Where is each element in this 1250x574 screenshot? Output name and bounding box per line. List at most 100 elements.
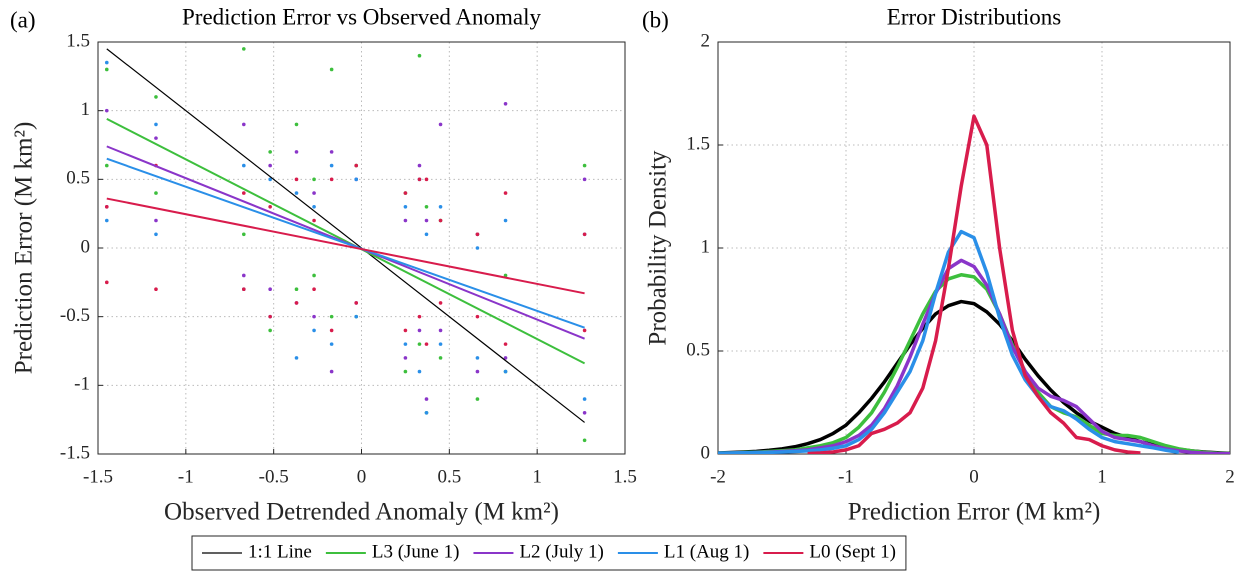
- scatter-point: [582, 397, 587, 401]
- x-tick-label: -0.5: [259, 466, 289, 487]
- x-tick-label: 0.5: [437, 466, 461, 487]
- legend-label: L3 (June 1): [372, 541, 460, 562]
- scatter-point: [503, 218, 508, 223]
- scatter-point: [242, 191, 246, 195]
- scatter-point: [242, 232, 246, 237]
- scatter-point: [268, 314, 272, 319]
- scatter-point: [417, 314, 422, 319]
- scatter-point: [403, 205, 408, 209]
- scatter-point: [424, 342, 429, 346]
- scatter-point: [329, 150, 334, 154]
- scatter-point: [242, 47, 246, 51]
- legend-box: [191, 535, 907, 571]
- scatter-point: [424, 177, 429, 182]
- scatter-point: [438, 356, 443, 360]
- scatter-point: [104, 205, 109, 209]
- scatter-point: [438, 122, 443, 127]
- density-curve: [807, 114, 1141, 454]
- x-axis-label: Prediction Error (M km²): [848, 499, 1101, 526]
- axes-box: [717, 41, 1231, 455]
- scatter-point: [329, 163, 334, 168]
- scatter-point: [154, 232, 158, 237]
- scatter-point: [503, 369, 508, 374]
- scatter-point: [475, 397, 480, 401]
- scatter-point: [329, 342, 334, 346]
- legend-label: L2 (July 1): [519, 541, 603, 562]
- scatter-point: [268, 328, 272, 333]
- scatter-point: [104, 280, 109, 285]
- scatter-point: [417, 369, 422, 374]
- scatter-point: [403, 328, 408, 333]
- scatter-point: [242, 163, 246, 168]
- scatter-point: [242, 122, 246, 127]
- density-curve: [718, 229, 1180, 454]
- x-tick-label: 1: [1097, 466, 1107, 487]
- scatter-point: [312, 191, 316, 195]
- scatter-point: [329, 67, 334, 72]
- scatter-point: [417, 342, 422, 346]
- scatter-point: [104, 108, 109, 113]
- scatter-point: [154, 191, 158, 195]
- y-tick-label: 0.5: [66, 168, 90, 189]
- scatter-point: [294, 191, 299, 195]
- scatter-point: [294, 177, 299, 182]
- y-tick-label: 1: [81, 99, 91, 120]
- scatter-point: [294, 122, 299, 127]
- scatter-point: [424, 411, 429, 415]
- scatter-point: [154, 122, 158, 127]
- scatter-point: [475, 232, 480, 237]
- scatter-point: [582, 438, 587, 443]
- scatter-point: [312, 314, 316, 319]
- legend-label: L0 (Sept 1): [809, 541, 896, 562]
- scatter-point: [403, 356, 408, 360]
- scatter-point: [503, 356, 508, 360]
- scatter-point: [294, 356, 299, 360]
- scatter-point: [438, 342, 443, 346]
- scatter-point: [329, 369, 334, 374]
- panel-label: (b): [642, 7, 669, 32]
- y-tick-label: 1: [701, 236, 711, 257]
- scatter-point: [438, 328, 443, 333]
- fit-line: [106, 118, 586, 365]
- scatter-point: [475, 369, 480, 374]
- scatter-point: [154, 136, 158, 140]
- scatter-point: [312, 273, 316, 278]
- scatter-point: [312, 328, 316, 333]
- y-tick-label: 0.5: [686, 339, 710, 360]
- fit-line: [106, 48, 585, 423]
- scatter-point: [475, 246, 480, 250]
- scatter-point: [354, 301, 359, 305]
- x-tick-label: 2: [1225, 466, 1235, 487]
- scatter-point: [424, 397, 429, 401]
- y-tick-label: -1: [74, 374, 90, 395]
- scatter-point: [104, 218, 109, 223]
- x-tick-label: 1: [532, 466, 542, 487]
- chart-title: Error Distributions: [887, 4, 1061, 29]
- scatter-point: [154, 95, 158, 99]
- scatter-point: [154, 287, 158, 292]
- legend-label: 1:1 Line: [248, 541, 312, 562]
- scatter-point: [242, 273, 246, 278]
- y-tick-label: 1.5: [66, 30, 90, 51]
- scatter-point: [475, 314, 480, 319]
- scatter-point: [424, 218, 429, 223]
- scatter-point: [312, 205, 316, 209]
- scatter-point: [438, 205, 443, 209]
- y-tick-label: 0: [81, 236, 91, 257]
- chart-title: Prediction Error vs Observed Anomaly: [182, 4, 541, 29]
- axes-box: [97, 41, 626, 455]
- scatter-point: [403, 191, 408, 195]
- scatter-point: [475, 356, 480, 360]
- scatter-point: [329, 314, 334, 319]
- scatter-point: [403, 369, 408, 374]
- x-tick-label: -1.5: [83, 466, 113, 487]
- scatter-point: [417, 177, 422, 182]
- x-tick-label: 0: [357, 466, 367, 487]
- scatter-point: [104, 163, 109, 168]
- scatter-point: [312, 218, 316, 223]
- scatter-point: [417, 53, 422, 58]
- scatter-point: [503, 102, 508, 106]
- scatter-point: [424, 232, 429, 237]
- scatter-point: [294, 301, 299, 305]
- scatter-point: [294, 287, 299, 292]
